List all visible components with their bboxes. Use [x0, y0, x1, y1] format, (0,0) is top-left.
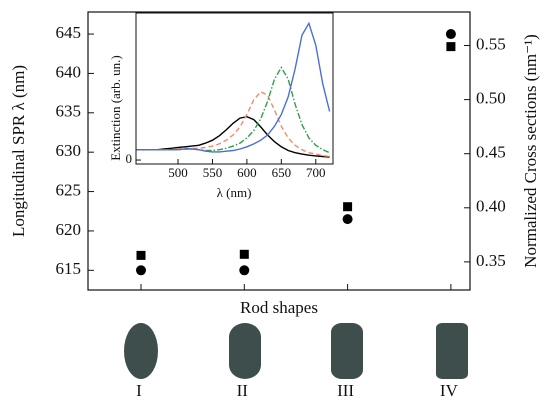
rod-shape: [436, 323, 468, 379]
y2-axis-label: Normalized Cross sections (nm⁻¹): [521, 34, 540, 268]
inset-frame: [135, 12, 334, 165]
y2-tick-label: 0.55: [476, 34, 506, 53]
rod-shape: [124, 323, 158, 379]
inset-x-tick-label: 700: [306, 165, 326, 180]
y-axis-label: Longitudinal SPR λ (nm): [9, 65, 28, 237]
rod-shape: [229, 323, 261, 379]
inset-y-tick-label: 0: [126, 151, 133, 166]
y2-tick-label: 0.40: [476, 197, 506, 216]
category-label: IV: [440, 381, 459, 400]
y-tick-label: 640: [56, 62, 82, 81]
y-tick-label: 620: [56, 220, 82, 239]
circle-marker: [239, 265, 250, 276]
rod-shapes: [124, 323, 468, 379]
circle-marker: [445, 29, 456, 40]
y-tick-label: 630: [56, 141, 82, 160]
inset-x-label: λ (nm): [217, 185, 252, 200]
square-marker: [446, 42, 456, 52]
y-tick-label: 625: [56, 180, 82, 199]
y-tick-label: 615: [56, 259, 82, 278]
inset: λ (nm) Extinction (arb. un.): [108, 12, 334, 200]
inset-x-tick-label: 650: [272, 165, 292, 180]
x-axis-label: Rod shapes: [240, 298, 318, 317]
circle-marker: [342, 214, 353, 225]
inset-x-tick-label: 600: [237, 165, 257, 180]
inset-y-label: Extinction (arb. un.): [108, 55, 123, 160]
category-label: II: [237, 381, 249, 400]
square-marker: [343, 202, 353, 212]
square-marker: [136, 250, 146, 260]
spectrum-line: [136, 115, 330, 158]
category-label: I: [136, 381, 142, 400]
inset-x-tick-label: 550: [203, 165, 223, 180]
category-label: III: [337, 381, 354, 400]
y2-tick-label: 0.50: [476, 89, 506, 108]
y2-tick-label: 0.35: [476, 251, 506, 270]
y2-tick-label: 0.45: [476, 143, 506, 162]
rod-shape: [331, 323, 363, 379]
square-marker: [239, 249, 249, 259]
inset-x-tick-label: 500: [168, 165, 188, 180]
spectrum-line: [136, 21, 331, 153]
y-tick-label: 645: [56, 23, 82, 42]
y-tick-label: 635: [56, 102, 82, 121]
circle-marker: [136, 265, 146, 276]
plot-frame: [87, 11, 471, 291]
